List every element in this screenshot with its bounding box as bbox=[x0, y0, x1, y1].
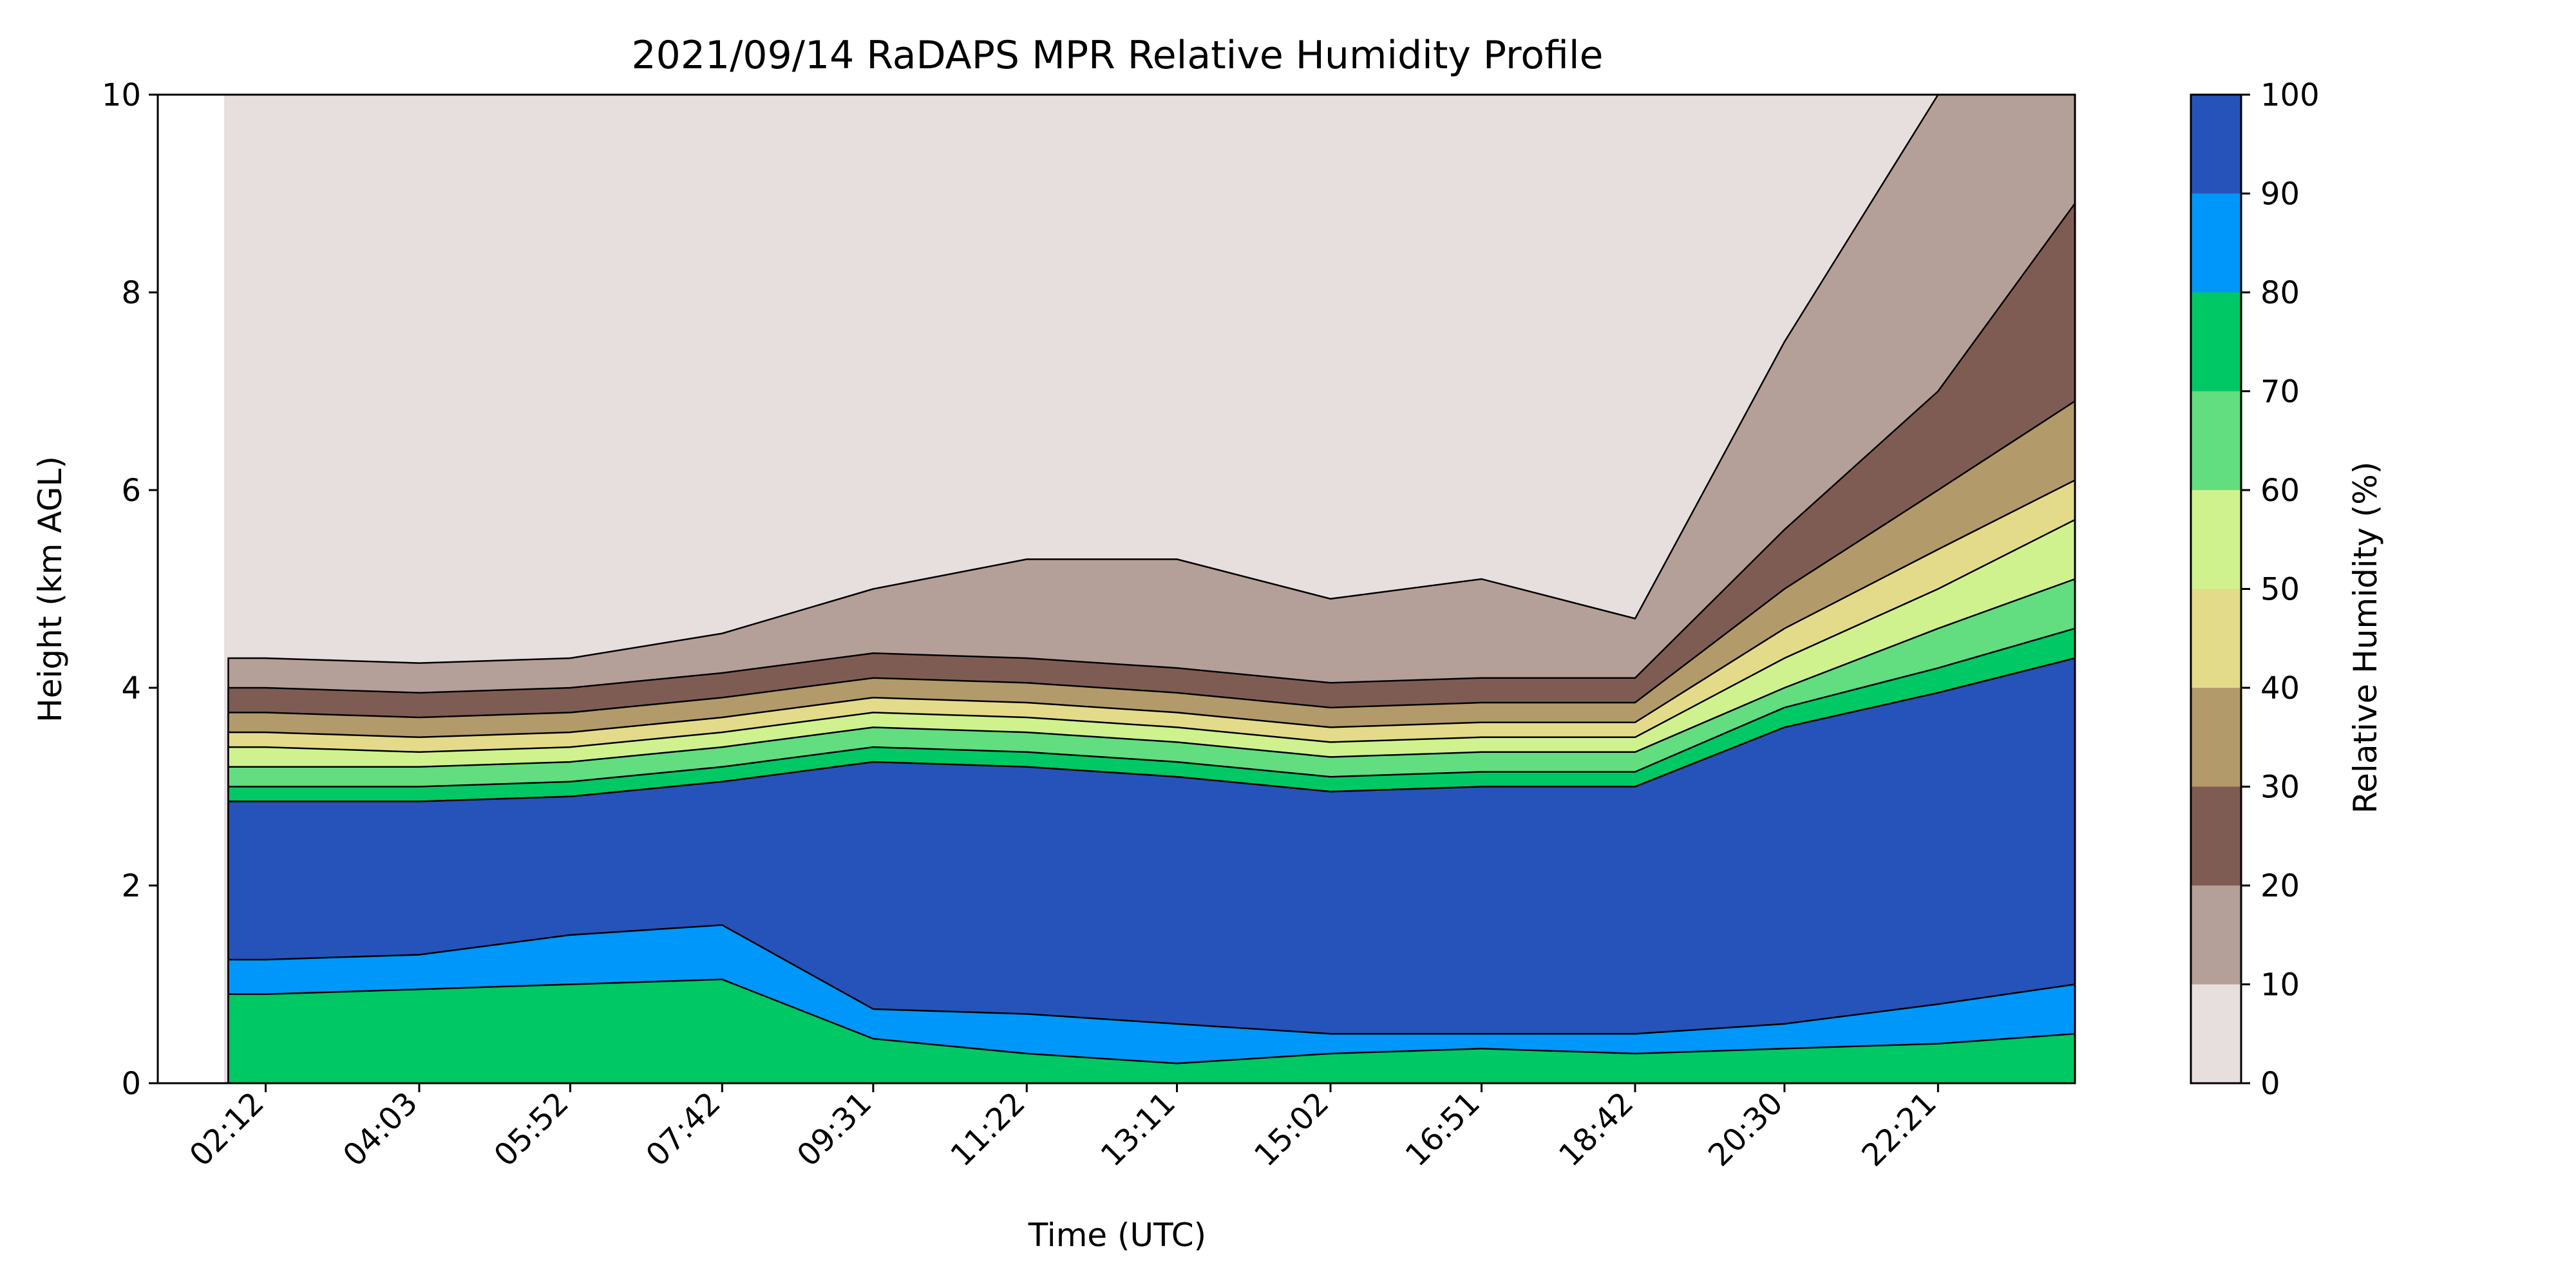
colorbar-swatch bbox=[2191, 490, 2241, 589]
colorbar-swatch bbox=[2191, 886, 2241, 985]
y-tick-label: 10 bbox=[102, 77, 141, 113]
chart-title: 2021/09/14 RaDAPS MPR Relative Humidity … bbox=[632, 33, 1604, 78]
colorbar-tick-label: 40 bbox=[2260, 670, 2300, 706]
colorbar-tick-label: 30 bbox=[2260, 770, 2300, 806]
colorbar-swatch bbox=[2191, 688, 2241, 787]
y-axis: 0 2 4 6 8 10 bbox=[102, 77, 158, 1102]
colorbar-swatch bbox=[2191, 95, 2241, 194]
x-tick-label: 15:02 bbox=[1247, 1085, 1336, 1173]
colorbar-tick-label: 10 bbox=[2260, 967, 2300, 1003]
colorbar-swatch bbox=[2191, 786, 2241, 886]
colorbar: 0 10 20 30 40 50 60 70 80 90 100 bbox=[2190, 77, 2320, 1102]
colorbar-tick-label: 90 bbox=[2260, 176, 2300, 213]
x-tick-label: 18:42 bbox=[1552, 1085, 1640, 1173]
colorbar-tick-label: 0 bbox=[2260, 1066, 2280, 1102]
y-tick-label: 4 bbox=[121, 670, 141, 706]
x-tick-label: 11:22 bbox=[943, 1085, 1032, 1173]
x-tick-label: 05:52 bbox=[488, 1085, 576, 1173]
x-tick-label: 20:30 bbox=[1701, 1085, 1790, 1173]
colorbar-tick-label: 100 bbox=[2260, 77, 2320, 113]
x-axis-label: Time (UTC) bbox=[1028, 1217, 1206, 1254]
plot-area bbox=[156, 93, 2076, 1084]
colorbar-label: Relative Humidity (%) bbox=[2347, 462, 2384, 814]
y-axis-label: Height (km AGL) bbox=[32, 456, 69, 723]
plot-frame bbox=[156, 93, 2076, 1084]
colorbar-swatch bbox=[2191, 391, 2241, 490]
colorbar-tick-label: 50 bbox=[2260, 572, 2300, 608]
x-tick-label: 16:51 bbox=[1399, 1085, 1487, 1173]
y-tick-label: 0 bbox=[121, 1066, 141, 1102]
colorbar-swatch bbox=[2191, 292, 2241, 392]
lower-band-70-80 bbox=[227, 978, 2076, 1084]
y-tick-label: 2 bbox=[121, 868, 141, 904]
y-tick-label: 6 bbox=[121, 473, 141, 509]
x-tick-label: 04:03 bbox=[336, 1085, 424, 1173]
colorbar-tick-label: 70 bbox=[2260, 374, 2300, 410]
colorbar-swatch bbox=[2191, 589, 2241, 688]
x-tick-label: 13:11 bbox=[1094, 1085, 1182, 1173]
colorbar-tick-label: 80 bbox=[2260, 275, 2300, 311]
x-tick-label: 22:21 bbox=[1855, 1085, 1943, 1173]
x-tick-label: 09:31 bbox=[790, 1085, 878, 1173]
colorbar-tick-label: 60 bbox=[2260, 473, 2300, 509]
colorbar-swatch bbox=[2191, 984, 2241, 1083]
colorbar-tick-label: 20 bbox=[2260, 868, 2300, 904]
x-tick-label: 02:12 bbox=[183, 1085, 271, 1173]
x-axis: 02:12 04:03 05:52 07:42 09:31 11:22 13:11 15:02… bbox=[183, 1083, 1944, 1173]
colorbar-swatch bbox=[2191, 193, 2241, 292]
y-tick-label: 8 bbox=[121, 275, 141, 311]
x-tick-label: 07:42 bbox=[639, 1085, 727, 1173]
